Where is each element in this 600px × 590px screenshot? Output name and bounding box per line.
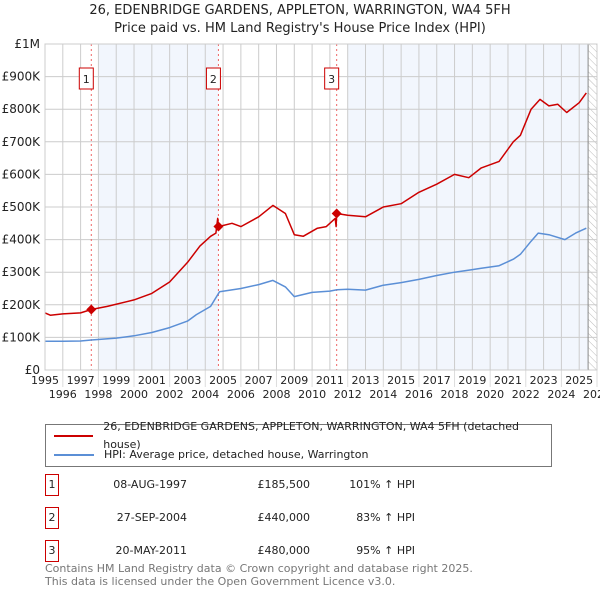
transaction-price: £440,000	[257, 511, 311, 524]
legend-swatch-hpi	[54, 454, 94, 456]
sale-marker-label: 3	[328, 73, 335, 86]
x-tick-label: 2026	[583, 388, 600, 401]
x-tick-label: 2016	[405, 388, 433, 401]
x-tick-label: 2020	[476, 388, 504, 401]
x-tick-label: 2010	[298, 388, 326, 401]
sale-marker-box	[205, 67, 221, 90]
transaction-price: £185,500	[257, 478, 311, 491]
x-tick-label: 2009	[280, 374, 308, 387]
x-tick-label: 2007	[245, 374, 273, 387]
x-tick-label: 2001	[138, 374, 166, 387]
transaction-marker: 3	[45, 540, 59, 562]
y-tick-label: £700K	[2, 135, 42, 149]
x-tick-label: 2008	[262, 388, 290, 401]
series-line	[44, 92, 587, 316]
footer-copyright: Contains HM Land Registry data © Crown c…	[45, 562, 473, 575]
footer-licence: This data is licensed under the Open Gov…	[45, 575, 396, 588]
transaction-marker: 1	[45, 474, 59, 496]
x-tick-label: 1998	[84, 388, 112, 401]
x-tick-label: 1995	[31, 374, 59, 387]
x-tick-label: 2022	[512, 388, 540, 401]
sale-marker-box	[324, 67, 340, 90]
y-tick-label: £300K	[2, 265, 42, 279]
x-tick-label: 2015	[387, 374, 415, 387]
y-tick-label: £400K	[2, 233, 42, 247]
y-tick-label: £600K	[2, 167, 42, 181]
sale-marker-box	[78, 67, 94, 90]
transaction-hpi: 95% ↑ HPI	[356, 544, 415, 557]
y-tick-label: £100K	[2, 330, 42, 344]
sale-point	[331, 208, 342, 219]
x-tick-label: 1997	[67, 374, 95, 387]
x-tick-label: 2021	[494, 374, 522, 387]
x-tick-label: 2019	[458, 374, 486, 387]
x-tick-label: 2014	[369, 388, 397, 401]
chart-title: 26, EDENBRIDGE GARDENS, APPLETON, WARRIN…	[89, 3, 511, 18]
x-tick-label: 2013	[352, 374, 380, 387]
x-tick-label: 2017	[423, 374, 451, 387]
transaction-price: £480,000	[257, 544, 311, 557]
legend: 26, EDENBRIDGE GARDENS, APPLETON, WARRIN…	[45, 420, 552, 467]
x-tick-label: 2023	[530, 374, 558, 387]
sale-marker-label: 2	[210, 73, 217, 86]
y-tick-label: £500K	[2, 200, 42, 214]
transaction-hpi: 83% ↑ HPI	[356, 511, 415, 524]
chart-subtitle: Price paid vs. HM Land Registry's House …	[114, 21, 486, 36]
y-tick-label: £200K	[2, 298, 42, 312]
y-tick-label: £0	[25, 363, 40, 377]
transaction-date: 20-MAY-2011	[115, 544, 187, 557]
x-tick-label: 2005	[209, 374, 237, 387]
y-tick-label: £900K	[2, 70, 42, 84]
x-tick-label: 1996	[49, 388, 77, 401]
sale-marker-label: 1	[83, 73, 90, 86]
x-tick-label: 2002	[156, 388, 184, 401]
x-tick-label: 2011	[316, 374, 344, 387]
plot-frame	[44, 43, 598, 371]
x-tick-label: 2003	[173, 374, 201, 387]
x-tick-label: 2018	[441, 388, 469, 401]
legend-property: 26, EDENBRIDGE GARDENS, APPLETON, WARRIN…	[103, 420, 520, 451]
x-tick-label: 2012	[334, 388, 362, 401]
x-tick-label: 1999	[102, 374, 130, 387]
series-line	[45, 227, 587, 343]
legend-swatch-property	[54, 435, 94, 437]
x-tick-label: 2006	[227, 388, 255, 401]
transaction-date: 27-SEP-2004	[116, 511, 187, 524]
transaction-date: 08-AUG-1997	[113, 478, 187, 491]
price-chart: 1995199619971998199920002001200220032004…	[2, 37, 600, 401]
transaction-marker: 2	[45, 507, 59, 529]
y-tick-label: £1M	[14, 37, 40, 51]
sale-point	[86, 304, 97, 315]
x-tick-label: 2025	[565, 374, 593, 387]
y-tick-label: £800K	[2, 102, 42, 116]
x-tick-label: 2000	[120, 388, 148, 401]
transaction-hpi: 101% ↑ HPI	[349, 478, 415, 491]
x-tick-label: 2004	[191, 388, 219, 401]
legend-hpi: HPI: Average price, detached house, Warr…	[104, 448, 369, 461]
x-tick-label: 2024	[547, 388, 575, 401]
sale-point	[213, 221, 224, 232]
